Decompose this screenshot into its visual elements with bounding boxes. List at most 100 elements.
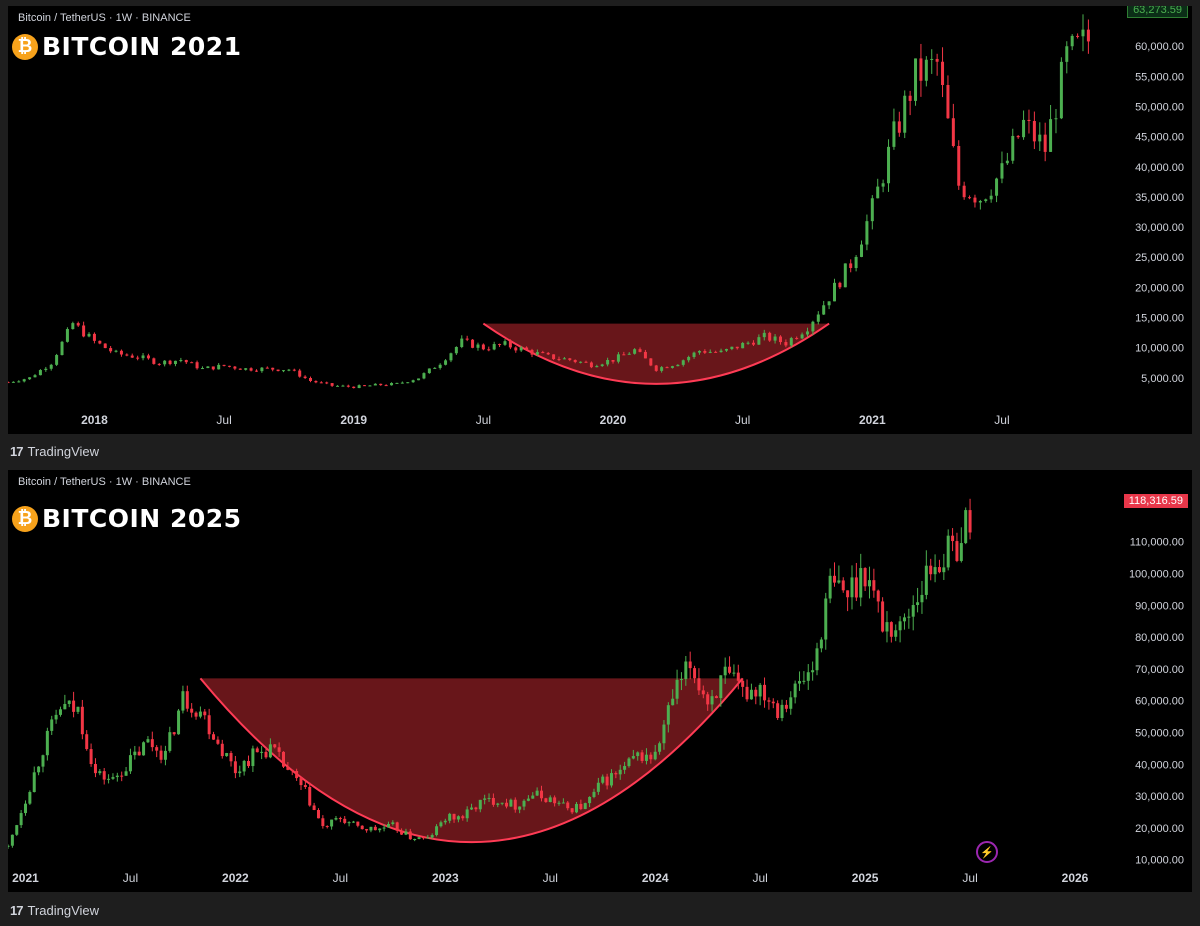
- candle-body: [55, 355, 59, 365]
- candle-body: [330, 383, 334, 386]
- candle-body: [146, 739, 150, 743]
- symbol-label: Bitcoin / TetherUS · 1W · BINANCE: [18, 476, 191, 488]
- tradingview-brand[interactable]: 17 TradingView: [10, 903, 99, 918]
- candle-body: [526, 798, 530, 801]
- candle-body: [946, 85, 950, 119]
- candle-body: [916, 602, 920, 606]
- candle-body: [778, 336, 782, 343]
- candle-body: [881, 601, 885, 632]
- x-tick-label: Jul: [123, 871, 138, 885]
- x-tick-label: 2026: [1062, 871, 1089, 885]
- y-tick-label: 20,000.00: [1135, 282, 1184, 294]
- candle-body: [514, 347, 518, 351]
- candle-body: [60, 341, 64, 356]
- candle-body: [233, 761, 237, 774]
- y-tick-label: 60,000.00: [1135, 41, 1184, 53]
- tradingview-logo-icon: 17: [10, 444, 24, 459]
- candlestick-chart-2021[interactable]: 5,000.00 10,000.00 15,000.00 20,000.00 25,00…: [8, 6, 1192, 434]
- candle-body: [378, 828, 382, 831]
- candle-body: [395, 822, 399, 831]
- tradingview-brand[interactable]: 17 TradingView: [10, 444, 99, 459]
- bitcoin-icon: ₿: [12, 33, 38, 60]
- candle-body: [784, 704, 788, 709]
- candle-body: [316, 810, 320, 819]
- candle-body: [11, 381, 15, 383]
- candle-body: [400, 830, 404, 835]
- candle-body: [964, 510, 968, 544]
- candle-body: [172, 732, 176, 735]
- candle-body: [885, 622, 889, 632]
- candle-body: [80, 706, 84, 735]
- candle-body: [229, 753, 233, 762]
- candle-body: [570, 808, 574, 813]
- candle-body: [911, 605, 915, 617]
- candle-body: [1032, 120, 1036, 142]
- candle-body: [1059, 61, 1063, 119]
- candle-body: [535, 352, 539, 355]
- candle-body: [735, 346, 739, 349]
- candle-body: [959, 543, 963, 561]
- candle-body: [65, 329, 69, 342]
- candle-body: [225, 753, 229, 757]
- candle-body: [487, 349, 491, 351]
- candle-body: [660, 367, 664, 371]
- y-tick-label: 55,000.00: [1135, 71, 1184, 83]
- candle-body: [157, 363, 161, 365]
- candle-body: [714, 351, 718, 353]
- x-tick-label: Jul: [216, 413, 231, 427]
- candle-body: [443, 820, 447, 823]
- candle-body: [76, 706, 80, 712]
- candle-body: [500, 802, 504, 804]
- chart-title-text: BITCOIN 2021: [42, 32, 242, 61]
- candle-body: [54, 714, 58, 720]
- candle-body: [498, 344, 502, 346]
- candle-body: [850, 577, 854, 598]
- candle-body: [128, 755, 132, 772]
- candle-body: [190, 362, 194, 364]
- candle-body: [531, 795, 535, 799]
- candle-body: [924, 59, 928, 81]
- candle-body: [946, 535, 950, 568]
- candle-body: [338, 818, 342, 820]
- candle-body: [85, 734, 89, 750]
- chart-panel-2021[interactable]: 5,000.00 10,000.00 15,000.00 20,000.00 25,00…: [8, 6, 1192, 434]
- candle-body: [662, 724, 666, 744]
- candle-body: [211, 366, 215, 370]
- candle-body: [1049, 119, 1053, 152]
- candle-body: [369, 826, 373, 831]
- candle-body: [708, 351, 712, 353]
- candle-body: [865, 221, 869, 245]
- bitcoin-icon: ₿: [12, 505, 38, 532]
- candle-body: [540, 790, 544, 799]
- candle-body: [670, 366, 674, 368]
- candle-body: [649, 754, 653, 760]
- chart-title: ₿ BITCOIN 2025: [12, 504, 242, 533]
- lightning-icon[interactable]: ⚡: [976, 841, 998, 863]
- candle-body: [935, 58, 939, 62]
- candle-body: [887, 146, 891, 184]
- cup-fill-area: [200, 678, 743, 843]
- candle-body: [614, 773, 618, 775]
- candle-body: [411, 380, 415, 383]
- candle-body: [427, 368, 431, 374]
- candle-body: [114, 350, 118, 352]
- candle-body: [44, 368, 48, 371]
- candle-body: [1016, 135, 1020, 138]
- candle-body: [658, 743, 662, 752]
- candle-body: [703, 350, 707, 353]
- candle-body: [837, 580, 841, 583]
- candle-body: [838, 282, 842, 288]
- candle-body: [474, 807, 478, 810]
- candle-body: [519, 347, 523, 351]
- x-tick-label: 2021: [12, 871, 39, 885]
- chart-panel-2025[interactable]: 10,000.00 20,000.00 30,000.00 40,000.00 50,0…: [8, 470, 1192, 892]
- candle-body: [863, 568, 867, 587]
- x-tick-label: Jul: [962, 871, 977, 885]
- candle-body: [163, 360, 167, 365]
- candle-body: [448, 813, 452, 821]
- candle-body: [757, 337, 761, 345]
- candle-body: [920, 594, 924, 603]
- candle-body: [390, 383, 394, 386]
- candlestick-chart-2025[interactable]: 10,000.00 20,000.00 30,000.00 40,000.00 50,0…: [8, 470, 1192, 892]
- candle-body: [719, 675, 723, 699]
